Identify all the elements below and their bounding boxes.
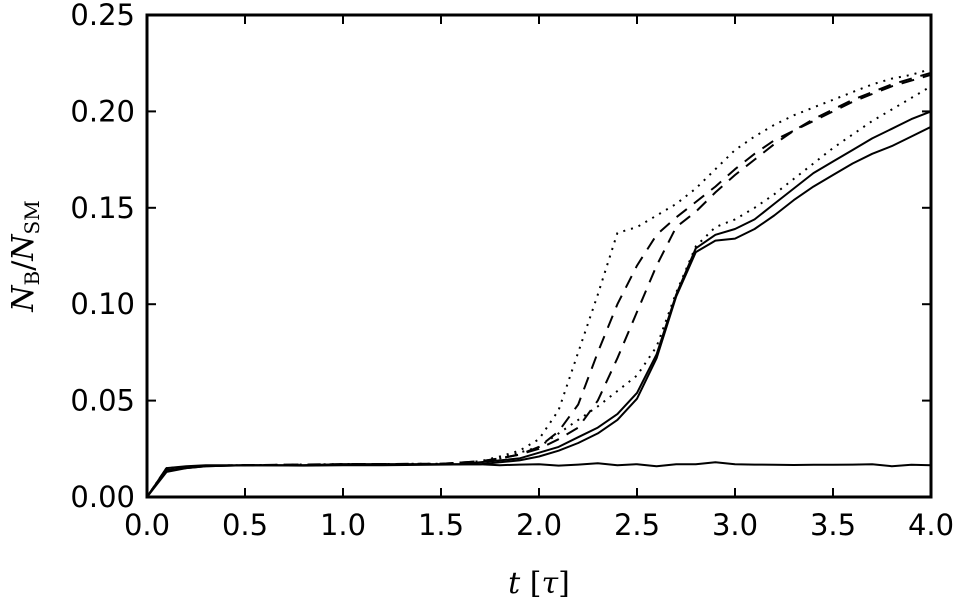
y-axis-label: NB/NSM	[6, 200, 44, 313]
x-tick-label: 3.0	[712, 508, 758, 542]
series-layer	[146, 68, 932, 498]
ticks-layer: 0.0 0.5 1.0 1.5 2.0 2.5 3.0 3.5 4.0 0.00 0.05 0.10 0…	[70, 0, 954, 542]
x-tick-label: 1.5	[418, 508, 464, 542]
x-tick-label: 4.0	[908, 508, 954, 542]
x-tick-label: 2.5	[614, 508, 660, 542]
y-tick-label: 0.10	[70, 287, 135, 321]
y-tick-label: 0.05	[70, 384, 135, 418]
series-line-6	[146, 73, 932, 498]
y-tick-label: 0.20	[70, 94, 135, 128]
series-line-1	[146, 125, 932, 498]
plot-frame	[145, 13, 933, 499]
y-tick-label: 0.15	[70, 191, 135, 225]
series-line-7	[146, 68, 932, 498]
x-axis-label: t [τ]	[508, 566, 570, 601]
y-tick-label: 0.25	[70, 0, 135, 32]
series-line-2	[146, 110, 932, 498]
x-tick-label: 0.0	[124, 508, 170, 542]
series-line-5	[146, 71, 932, 498]
x-tick-label: 2.0	[516, 508, 562, 542]
x-tick-label: 0.5	[222, 508, 268, 542]
x-tick-label: 1.0	[320, 508, 366, 542]
series-line-4	[146, 85, 932, 498]
x-tick-label: 3.5	[810, 508, 856, 542]
y-tick-label: 0.00	[70, 480, 135, 514]
